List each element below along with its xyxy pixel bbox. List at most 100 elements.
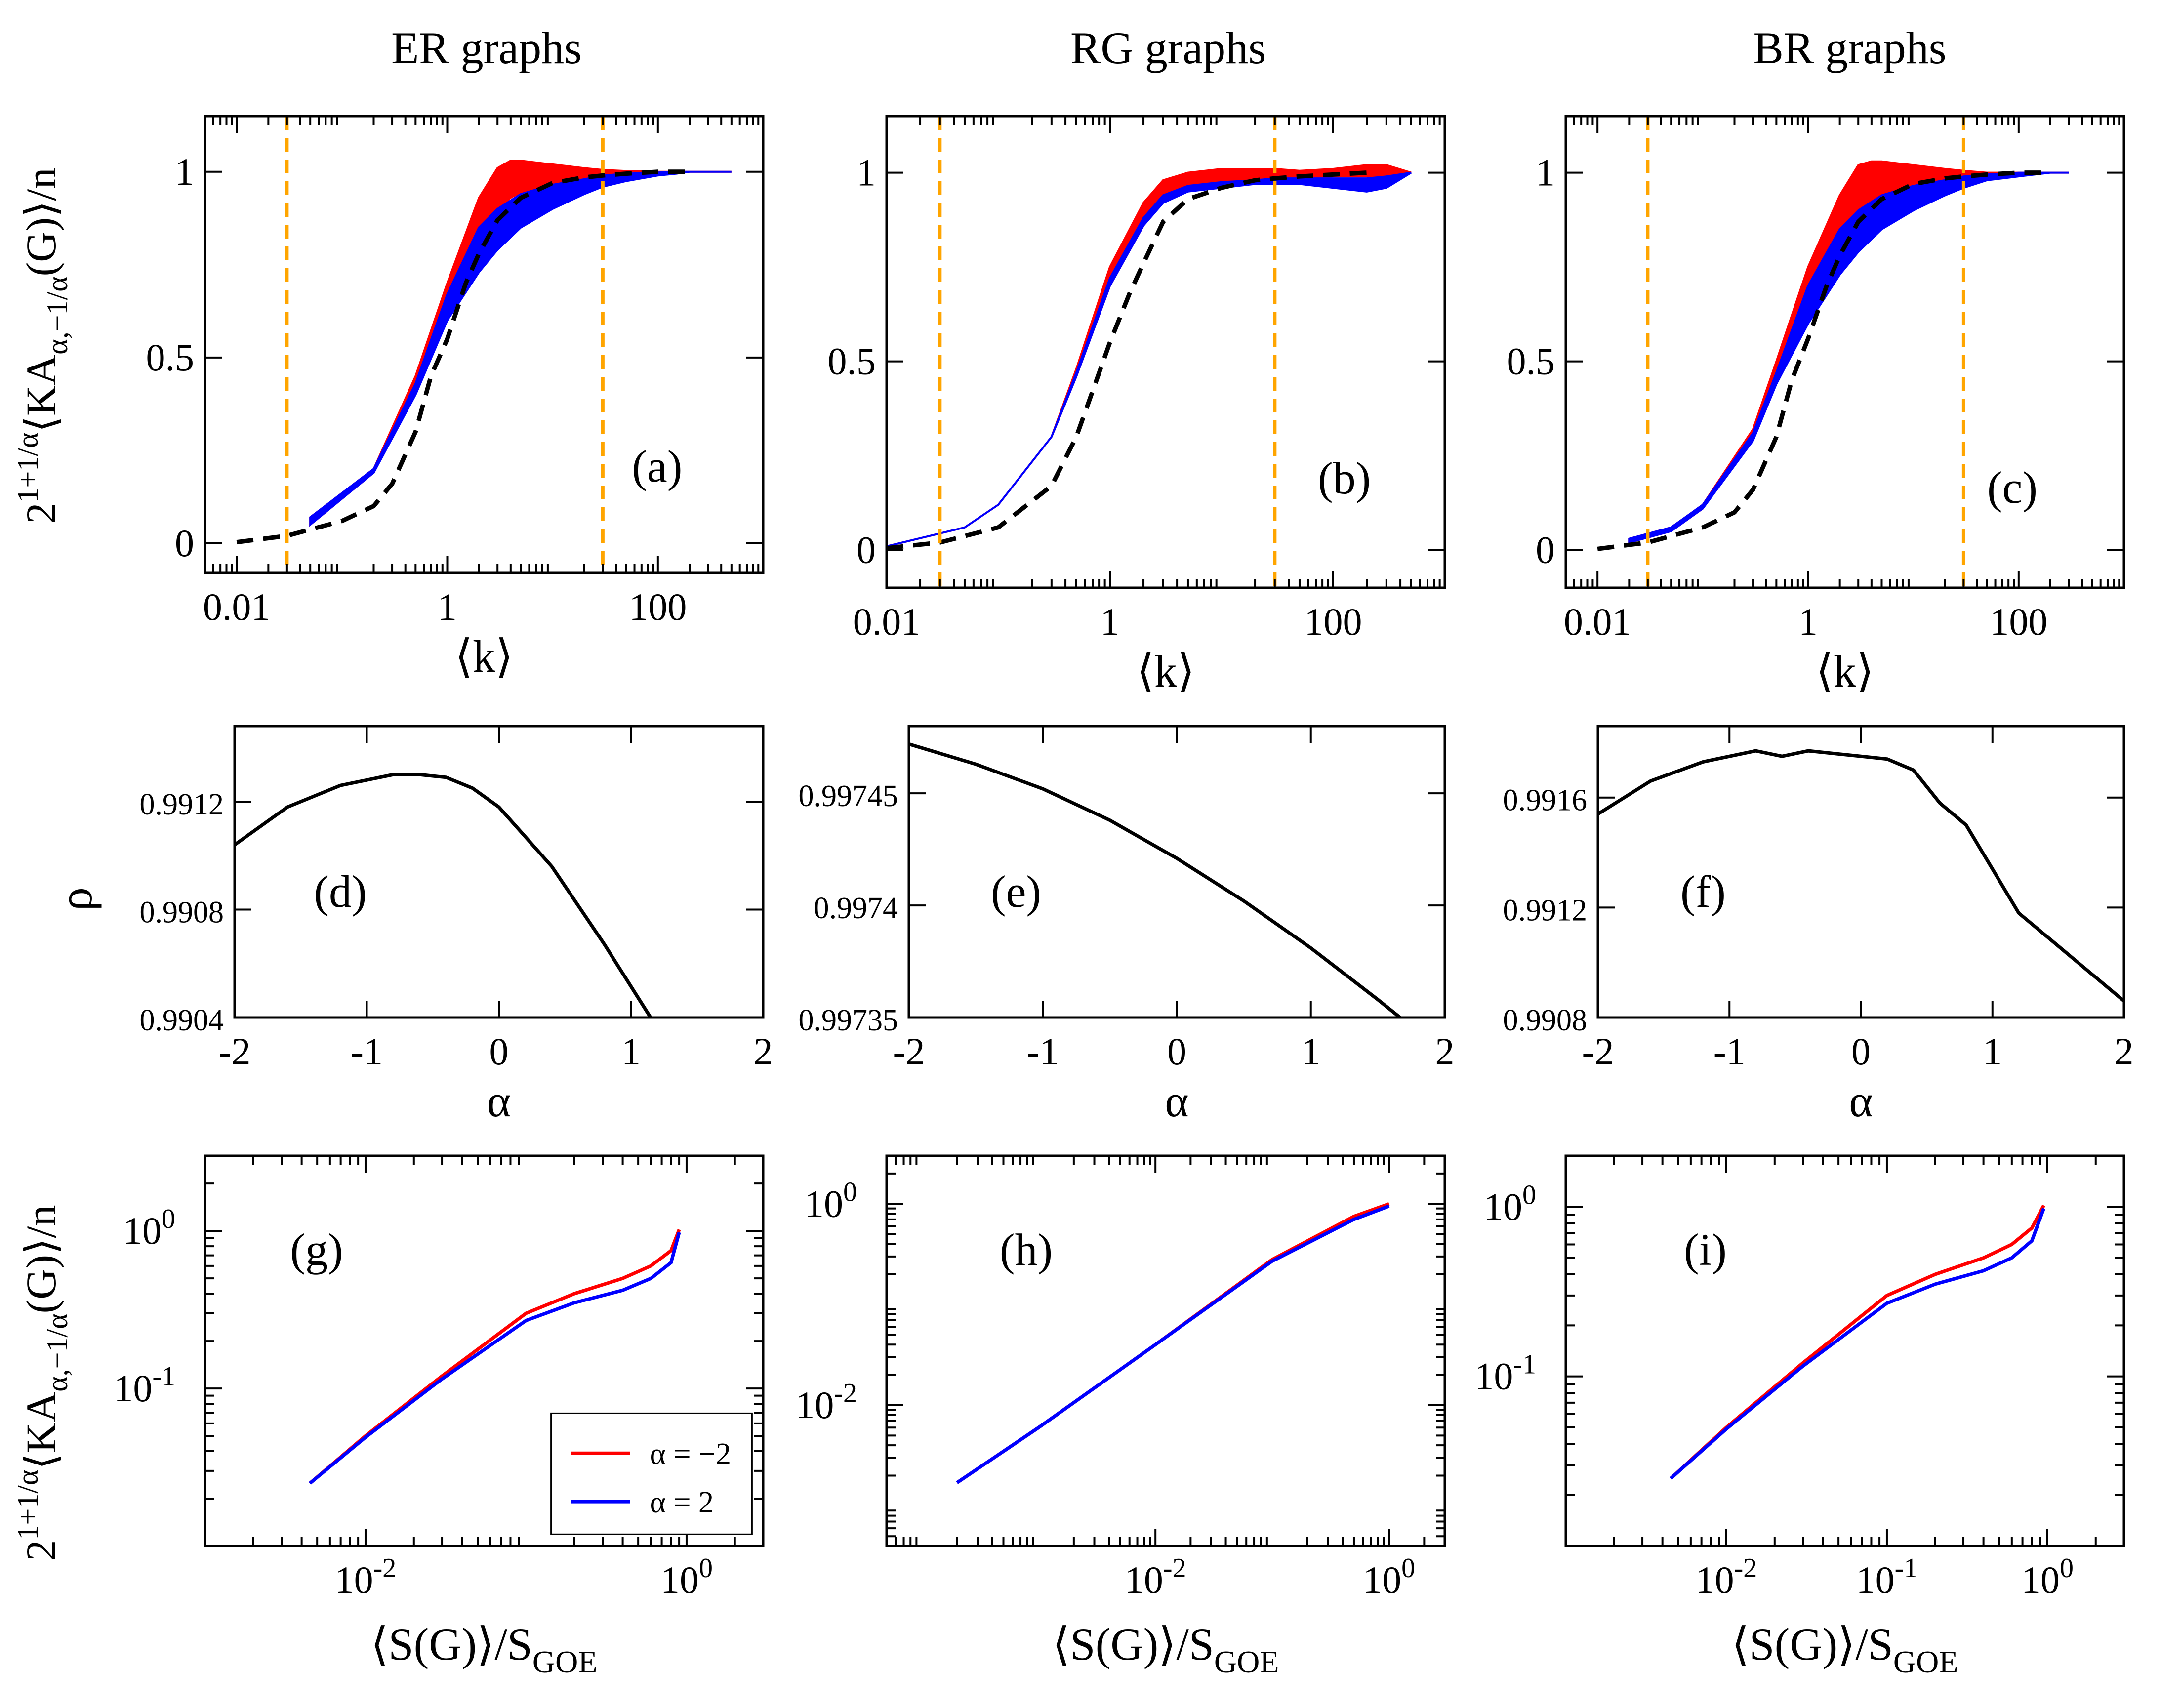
plot-area bbox=[1669, 1204, 2045, 1480]
y-axis-label-bottom: 21+1/α⟨KAα,−1/α(G)⟩/n bbox=[11, 1205, 74, 1561]
y-tick-label: 1 bbox=[856, 151, 876, 194]
y-label-bottom-tail: (G)⟩/n bbox=[17, 1205, 65, 1314]
dashed-reference-line bbox=[1597, 170, 2050, 551]
y-tick-base: 10 bbox=[1474, 1355, 1513, 1398]
y-tick-label: 100 bbox=[1484, 1179, 1536, 1228]
y-tick-exponent: 0 bbox=[843, 1177, 857, 1207]
x-tick-exponent: 0 bbox=[699, 1553, 713, 1584]
x-tick-label: 10-2 bbox=[335, 1553, 397, 1601]
x-axis-label: ⟨k⟩ bbox=[1137, 646, 1195, 696]
x-tick-label: 100 bbox=[1363, 1553, 1415, 1601]
rho-line bbox=[235, 773, 653, 1017]
column-title-er: ER graphs bbox=[391, 23, 582, 73]
x-tick-base: 10 bbox=[1856, 1558, 1895, 1601]
y-tick-label: 0.9912 bbox=[140, 788, 224, 821]
column-title-rg: RG graphs bbox=[1070, 23, 1266, 73]
axes-frame bbox=[204, 1154, 765, 1547]
y-tick-label: 0 bbox=[856, 529, 876, 571]
y-label-top-main: ⟨KA bbox=[17, 355, 65, 433]
x-tick-label: 10-2 bbox=[1696, 1553, 1757, 1601]
x-axis-label: ⟨S(G)⟩/SGOE bbox=[1053, 1619, 1279, 1679]
x-axis-label: α bbox=[1849, 1076, 1873, 1126]
x-tick-label: -1 bbox=[1713, 1030, 1746, 1073]
x-tick-label: 10-1 bbox=[1856, 1553, 1918, 1601]
legend-box bbox=[550, 1412, 753, 1535]
y-label-top-tail: (G)⟩/n bbox=[17, 168, 65, 277]
band-blue bbox=[887, 171, 1412, 547]
column-title-br: BR graphs bbox=[1753, 23, 1947, 73]
y-tick-label: 1 bbox=[175, 150, 194, 193]
panel-label: (c) bbox=[1987, 462, 2038, 513]
dashed-reference-line bbox=[887, 170, 1367, 551]
x-label-sub: GOE bbox=[1214, 1644, 1279, 1679]
y-tick-label: 0.99745 bbox=[799, 779, 898, 813]
x-tick-label: 1 bbox=[1983, 1030, 2002, 1073]
x-axis-label: ⟨k⟩ bbox=[455, 631, 513, 682]
y-tick-label: 0.99735 bbox=[799, 1004, 898, 1037]
y-tick-label: 10-1 bbox=[114, 1361, 175, 1410]
plot-area bbox=[909, 742, 1403, 1017]
x-tick-label: -1 bbox=[1027, 1030, 1059, 1073]
y-tick-label: 0.9908 bbox=[1503, 1004, 1588, 1037]
svg-text:21+1/α⟨KAα,−1/α(G)⟩/n: 21+1/α⟨KAα,−1/α(G)⟩/n bbox=[11, 1205, 74, 1561]
x-tick-label: 100 bbox=[2021, 1553, 2074, 1601]
series-line-alpha-plus2 bbox=[956, 1204, 1390, 1484]
x-tick-label: 0 bbox=[1851, 1030, 1871, 1073]
y-tick-label: 0.9908 bbox=[140, 895, 224, 929]
panel-label: (d) bbox=[314, 866, 367, 917]
x-axis-label: α bbox=[1165, 1076, 1188, 1126]
y-axis-label-mid: ρ bbox=[49, 887, 102, 911]
rho-line bbox=[1598, 749, 2124, 1003]
y-tick-label: 0 bbox=[175, 522, 194, 565]
x-tick-label: 10-2 bbox=[1125, 1553, 1186, 1601]
legend-entry: α = 2 bbox=[650, 1486, 714, 1519]
plot-area bbox=[1598, 749, 2124, 1003]
y-tick-label: 0.9974 bbox=[814, 892, 898, 925]
x-tick-base: 10 bbox=[1363, 1558, 1401, 1601]
y-tick-base: 10 bbox=[114, 1367, 152, 1410]
plot-area bbox=[956, 1202, 1390, 1484]
y-tick-exponent: 0 bbox=[1522, 1179, 1536, 1210]
y-label-top-sup: 1+1/α bbox=[11, 433, 44, 503]
x-label-main: ⟨S(G)⟩/S bbox=[1053, 1619, 1214, 1669]
x-axis-label: ⟨k⟩ bbox=[1816, 646, 1874, 696]
x-tick-exponent: 0 bbox=[2060, 1553, 2074, 1584]
x-tick-label: 0 bbox=[1167, 1030, 1186, 1073]
x-tick-label: 1 bbox=[1798, 600, 1818, 643]
x-tick-label: 2 bbox=[2115, 1030, 2134, 1073]
x-tick-label: 2 bbox=[1435, 1030, 1455, 1073]
x-label-main: ⟨S(G)⟩/S bbox=[371, 1619, 532, 1669]
plot-area bbox=[236, 116, 732, 573]
y-label-bottom-base: 2 bbox=[17, 1540, 65, 1561]
legend-entry: α = −2 bbox=[650, 1437, 731, 1471]
x-tick-label: 1 bbox=[1301, 1030, 1320, 1073]
x-tick-label: -1 bbox=[351, 1030, 383, 1073]
x-tick-label: 100 bbox=[1990, 600, 2047, 643]
x-label-main: ⟨S(G)⟩/S bbox=[1732, 1619, 1893, 1669]
x-axis-label: ⟨S(G)⟩/SGOE bbox=[1732, 1619, 1958, 1679]
y-tick-label: 10-2 bbox=[795, 1378, 857, 1426]
y-tick-label: 100 bbox=[123, 1204, 175, 1252]
plot-area bbox=[235, 773, 653, 1017]
x-tick-label: 0.01 bbox=[203, 585, 271, 628]
x-tick-label: 100 bbox=[629, 585, 687, 628]
dashed-reference-line bbox=[236, 169, 690, 545]
panel-label: (f) bbox=[1680, 866, 1726, 917]
x-tick-label: 0 bbox=[489, 1030, 509, 1073]
x-label-sub: GOE bbox=[1893, 1644, 1958, 1679]
panel-e: -2 -1 0 1 2 0.99735 0.9974 0.99745 (e) α bbox=[799, 725, 1455, 1126]
series-line-alpha-plus2 bbox=[309, 1232, 681, 1485]
panel-f: -2 -1 0 1 2 0.9908 0.9912 0.9916 (f) α bbox=[1503, 725, 2134, 1126]
x-tick-label: 0.01 bbox=[853, 600, 921, 643]
svg-text:21+1/α⟨KAα,−1/α(G)⟩/n: 21+1/α⟨KAα,−1/α(G)⟩/n bbox=[11, 168, 74, 524]
x-tick-label: 100 bbox=[1305, 600, 1362, 643]
panel-label: (h) bbox=[1000, 1224, 1053, 1275]
series-line-alpha-plus2 bbox=[1669, 1208, 2045, 1480]
y-label-top-sub: α,−1/α bbox=[41, 276, 74, 354]
y-tick-base: 10 bbox=[805, 1182, 843, 1225]
panel-label: (i) bbox=[1684, 1224, 1727, 1275]
